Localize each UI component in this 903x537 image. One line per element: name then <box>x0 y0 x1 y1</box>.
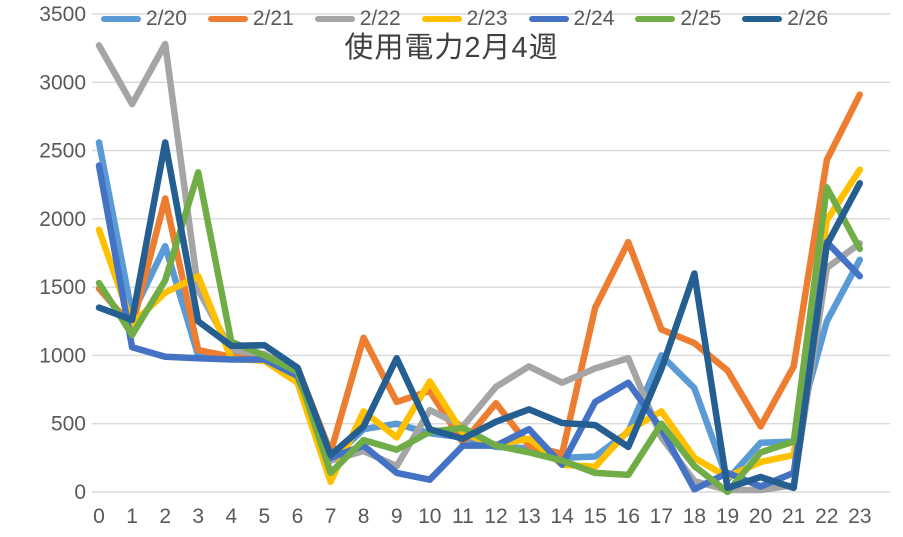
y-tick-label: 500 <box>51 413 86 436</box>
x-tick-label: 20 <box>749 505 772 528</box>
legend-item-2/20: 2/20 <box>101 7 187 31</box>
legend-swatch <box>101 16 141 22</box>
legend-item-2/21: 2/21 <box>207 7 294 31</box>
legend-label: 2/20 <box>146 7 187 30</box>
x-tick-label: 7 <box>325 505 337 528</box>
x-tick-label: 5 <box>259 505 271 528</box>
series-line-2/26 <box>95 139 864 492</box>
series-line-2/21 <box>95 91 864 458</box>
x-tick-label: 22 <box>815 505 838 528</box>
x-tick-label: 8 <box>358 505 370 528</box>
x-tick-label: 10 <box>418 505 441 528</box>
y-tick-label: 3500 <box>39 3 86 26</box>
x-tick-label: 15 <box>584 505 607 528</box>
legend-swatch <box>742 16 783 22</box>
x-tick-label: 16 <box>617 505 640 528</box>
y-tick-label: 3000 <box>39 71 86 94</box>
y-tick-label: 1000 <box>39 344 86 367</box>
x-tick-label: 13 <box>517 505 540 528</box>
legend-label: 2/23 <box>466 7 508 30</box>
x-tick-label: 0 <box>93 505 105 528</box>
legend-item-2/24: 2/24 <box>528 7 615 31</box>
x-tick-label: 23 <box>848 505 871 528</box>
legend-swatch <box>635 16 676 22</box>
legend-label: 2/26 <box>787 7 829 30</box>
legend-swatch <box>421 16 462 22</box>
x-tick-label: 3 <box>192 505 204 528</box>
x-tick-label: 21 <box>782 505 805 528</box>
x-tick-label: 11 <box>452 505 474 528</box>
legend-swatch <box>528 16 569 22</box>
legend-label: 2/21 <box>252 7 294 30</box>
legend-label: 2/25 <box>680 7 722 30</box>
y-tick-label: 0 <box>74 481 86 504</box>
x-tick-label: 2 <box>159 505 171 528</box>
legend-label: 2/24 <box>573 7 615 30</box>
y-tick-label: 1500 <box>39 276 86 299</box>
legend-swatch <box>207 16 248 22</box>
x-tick-label: 14 <box>550 505 574 528</box>
legend: 2/20 2/21 2/22 2/23 2/24 2/25 2/26 <box>101 7 828 31</box>
x-tick-label: 12 <box>484 505 507 528</box>
y-tick-label: 2500 <box>39 140 86 163</box>
x-tick-label: 9 <box>391 505 403 528</box>
x-tick-label: 17 <box>650 505 673 528</box>
y-tick-label: 2000 <box>39 208 86 231</box>
legend-swatch <box>314 16 355 22</box>
legend-item-2/23: 2/23 <box>421 7 508 31</box>
legend-item-2/25: 2/25 <box>635 7 721 31</box>
series-line-2/24 <box>95 162 864 493</box>
x-tick-label: 19 <box>716 505 739 528</box>
x-tick-label: 1 <box>126 505 138 528</box>
legend-label: 2/22 <box>359 7 401 30</box>
x-tick-label: 18 <box>683 505 706 528</box>
legend-item-2/26: 2/26 <box>742 7 828 31</box>
legend-item-2/22: 2/22 <box>314 7 401 31</box>
x-tick-label: 4 <box>225 505 237 528</box>
x-tick-label: 6 <box>292 505 304 528</box>
